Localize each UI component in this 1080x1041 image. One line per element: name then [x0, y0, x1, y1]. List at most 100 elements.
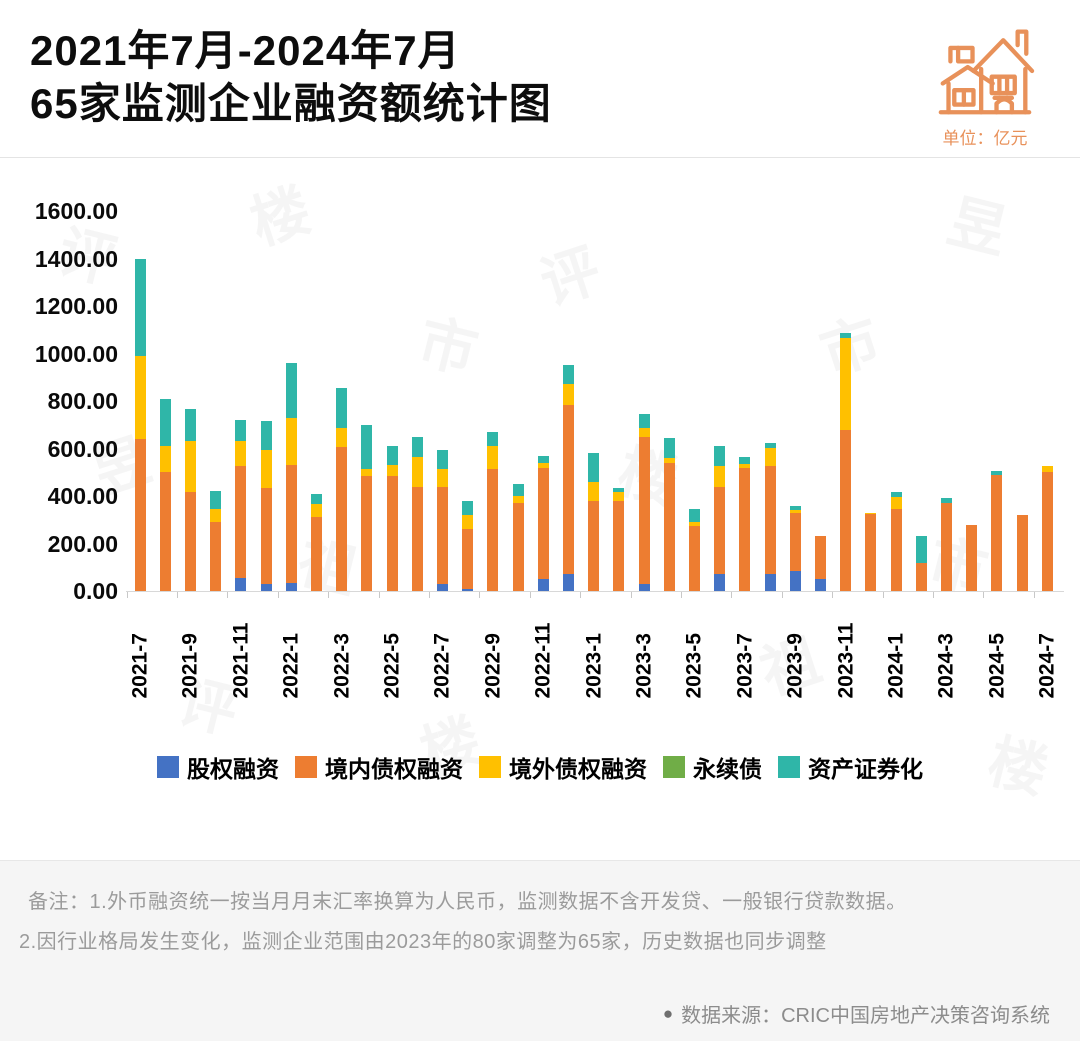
- bar-2021-12: [260, 421, 272, 591]
- x-axis-label-2022-5: 2022-5: [380, 633, 404, 699]
- bar-2023-2: [613, 487, 625, 591]
- bar-segment-境外债权融资: [890, 497, 902, 510]
- bar-2023-1: [588, 453, 600, 591]
- y-axis-tick-label: 200.00: [47, 530, 118, 557]
- bar-2022-3: [336, 387, 348, 591]
- bar-segment-境外债权融资: [260, 449, 272, 488]
- bullet-icon: ●: [662, 1003, 674, 1023]
- bar-2021-10: [210, 491, 222, 591]
- bar-segment-资产证券化: [940, 497, 952, 503]
- bar-segment-境内债权融资: [940, 502, 952, 591]
- bar-2021-8: [159, 398, 171, 591]
- bar-segment-境外债权融资: [688, 522, 700, 526]
- bar-segment-境外债权融资: [512, 496, 524, 504]
- bar-segment-资产证券化: [512, 484, 524, 496]
- x-axis-label-2023-1: 2023-1: [582, 633, 606, 699]
- bar-segment-境外债权融资: [436, 468, 448, 487]
- x-axis-tick-mark: [1033, 592, 1035, 598]
- bar-2021-11: [235, 420, 247, 591]
- stacked-bar-chart: 0.00 200.00 400.00 600.00 800.00 1000.00 1200.…: [0, 160, 1080, 720]
- x-axis-tick-mark: [983, 592, 985, 598]
- bar-segment-股权融资: [638, 583, 650, 591]
- bar-2023-4: [663, 437, 675, 591]
- y-axis-tick-label: 400.00: [47, 483, 118, 509]
- legend-item-股权融资: 股权融资: [157, 750, 279, 784]
- bar-segment-资产证券化: [915, 535, 927, 563]
- x-axis-tick-mark: [882, 592, 884, 598]
- x-axis-label-2024-7: 2024-7: [1035, 633, 1059, 699]
- x-axis-tick-mark: [630, 592, 632, 598]
- bar-segment-境外债权融资: [235, 441, 247, 467]
- chart-legend: 股权融资 境内债权融资 境外债权融资 永续债 资产证券化: [0, 750, 1080, 784]
- bar-segment-境外债权融资: [386, 465, 398, 476]
- bar-segment-资产证券化: [739, 456, 751, 464]
- bar-2023-12: [865, 512, 877, 591]
- bar-segment-境内债权融资: [714, 486, 726, 575]
- bar-segment-境内债权融资: [739, 467, 751, 591]
- bar-segment-境内债权融资: [1016, 515, 1028, 591]
- bar-segment-境外债权融资: [739, 463, 751, 468]
- bar-segment-资产证券化: [638, 414, 650, 429]
- bar-segment-境内债权融资: [487, 468, 499, 591]
- bar-segment-境内债权融资: [210, 522, 222, 591]
- bar-2024-7: [1041, 466, 1053, 591]
- bar-segment-境内债权融资: [588, 500, 600, 591]
- y-axis-tick-label: 1200.00: [34, 293, 118, 319]
- y-axis-tick-label: 600.00: [47, 435, 118, 462]
- notes-section: 备注：1.外币融资统一按当月月末汇率换算为人民币，监测数据不含开发贷、一般银行贷…: [0, 860, 1080, 1041]
- bar-2021-9: [184, 409, 196, 591]
- bar-segment-股权融资: [789, 570, 801, 591]
- bar-segment-境外债权融资: [764, 447, 776, 467]
- bar-2022-2: [310, 493, 322, 591]
- bar-segment-境内债权融资: [386, 475, 398, 591]
- x-axis-label-2023-5: 2023-5: [682, 633, 706, 699]
- legend-label: 资产证券化: [808, 756, 923, 782]
- legend-label: 境外债权融资: [509, 756, 647, 782]
- bar-2023-5: [688, 509, 700, 591]
- bar-segment-境内债权融资: [562, 404, 574, 575]
- x-axis-label-2022-11: 2022-11: [531, 622, 555, 699]
- bar-2022-5: [386, 446, 398, 591]
- title-line-2: 65家监测企业融资额统计图: [30, 80, 552, 127]
- bar-2023-3: [638, 414, 650, 591]
- bar-segment-境内债权融资: [890, 509, 902, 591]
- bar-segment-资产证券化: [436, 449, 448, 469]
- x-axis-tick-mark: [529, 592, 531, 598]
- bar-segment-资产证券化: [663, 437, 675, 458]
- bar-segment-境外债权融资: [462, 515, 474, 530]
- bar-2024-1: [890, 492, 902, 591]
- bar-segment-境内债权融资: [688, 525, 700, 591]
- bar-segment-境内债权融资: [159, 472, 171, 591]
- legend-item-境外债权融资: 境外债权融资: [479, 750, 647, 784]
- x-axis-tick-mark: [932, 592, 934, 598]
- bar-segment-资产证券化: [336, 387, 348, 429]
- bar-segment-境外债权融资: [184, 441, 196, 493]
- y-axis-tick-label: 1600.00: [34, 198, 118, 224]
- bar-segment-境内债权融资: [310, 517, 322, 591]
- bar-segment-境内债权融资: [638, 436, 650, 584]
- bar-2022-9: [487, 431, 499, 591]
- bar-segment-境内债权融资: [361, 475, 373, 591]
- bar-segment-资产证券化: [890, 492, 902, 498]
- x-axis-tick-mark: [428, 592, 430, 598]
- bar-segment-境内债权融资: [663, 462, 675, 591]
- bar-2022-6: [411, 436, 423, 591]
- legend-swatch-icon: [778, 756, 800, 778]
- note-line-1: 备注：1.外币融资统一按当月月末汇率换算为人民币，监测数据不含开发贷、一般银行贷…: [28, 891, 907, 913]
- x-axis-tick-mark: [781, 592, 783, 598]
- x-axis-line: [126, 591, 1064, 592]
- bar-2024-5: [991, 470, 1003, 591]
- bar-2023-10: [814, 536, 826, 591]
- unit-label: 单位：亿元: [942, 129, 1028, 148]
- bar-segment-资产证券化: [310, 493, 322, 505]
- bar-segment-境内债权融资: [462, 529, 474, 589]
- header: 2021年7月-2024年7月 65家监测企业融资额统计图 单位：亿元: [0, 0, 1080, 158]
- bar-segment-境外债权融资: [789, 510, 801, 513]
- bar-segment-境外债权融资: [638, 428, 650, 437]
- bar-segment-股权融资: [235, 577, 247, 591]
- bar-segment-资产证券化: [210, 491, 222, 510]
- x-axis-label-2021-9: 2021-9: [178, 633, 202, 699]
- bar-2022-8: [462, 500, 474, 591]
- bar-segment-境外债权融资: [336, 428, 348, 448]
- x-axis-label-2023-11: 2023-11: [834, 622, 858, 699]
